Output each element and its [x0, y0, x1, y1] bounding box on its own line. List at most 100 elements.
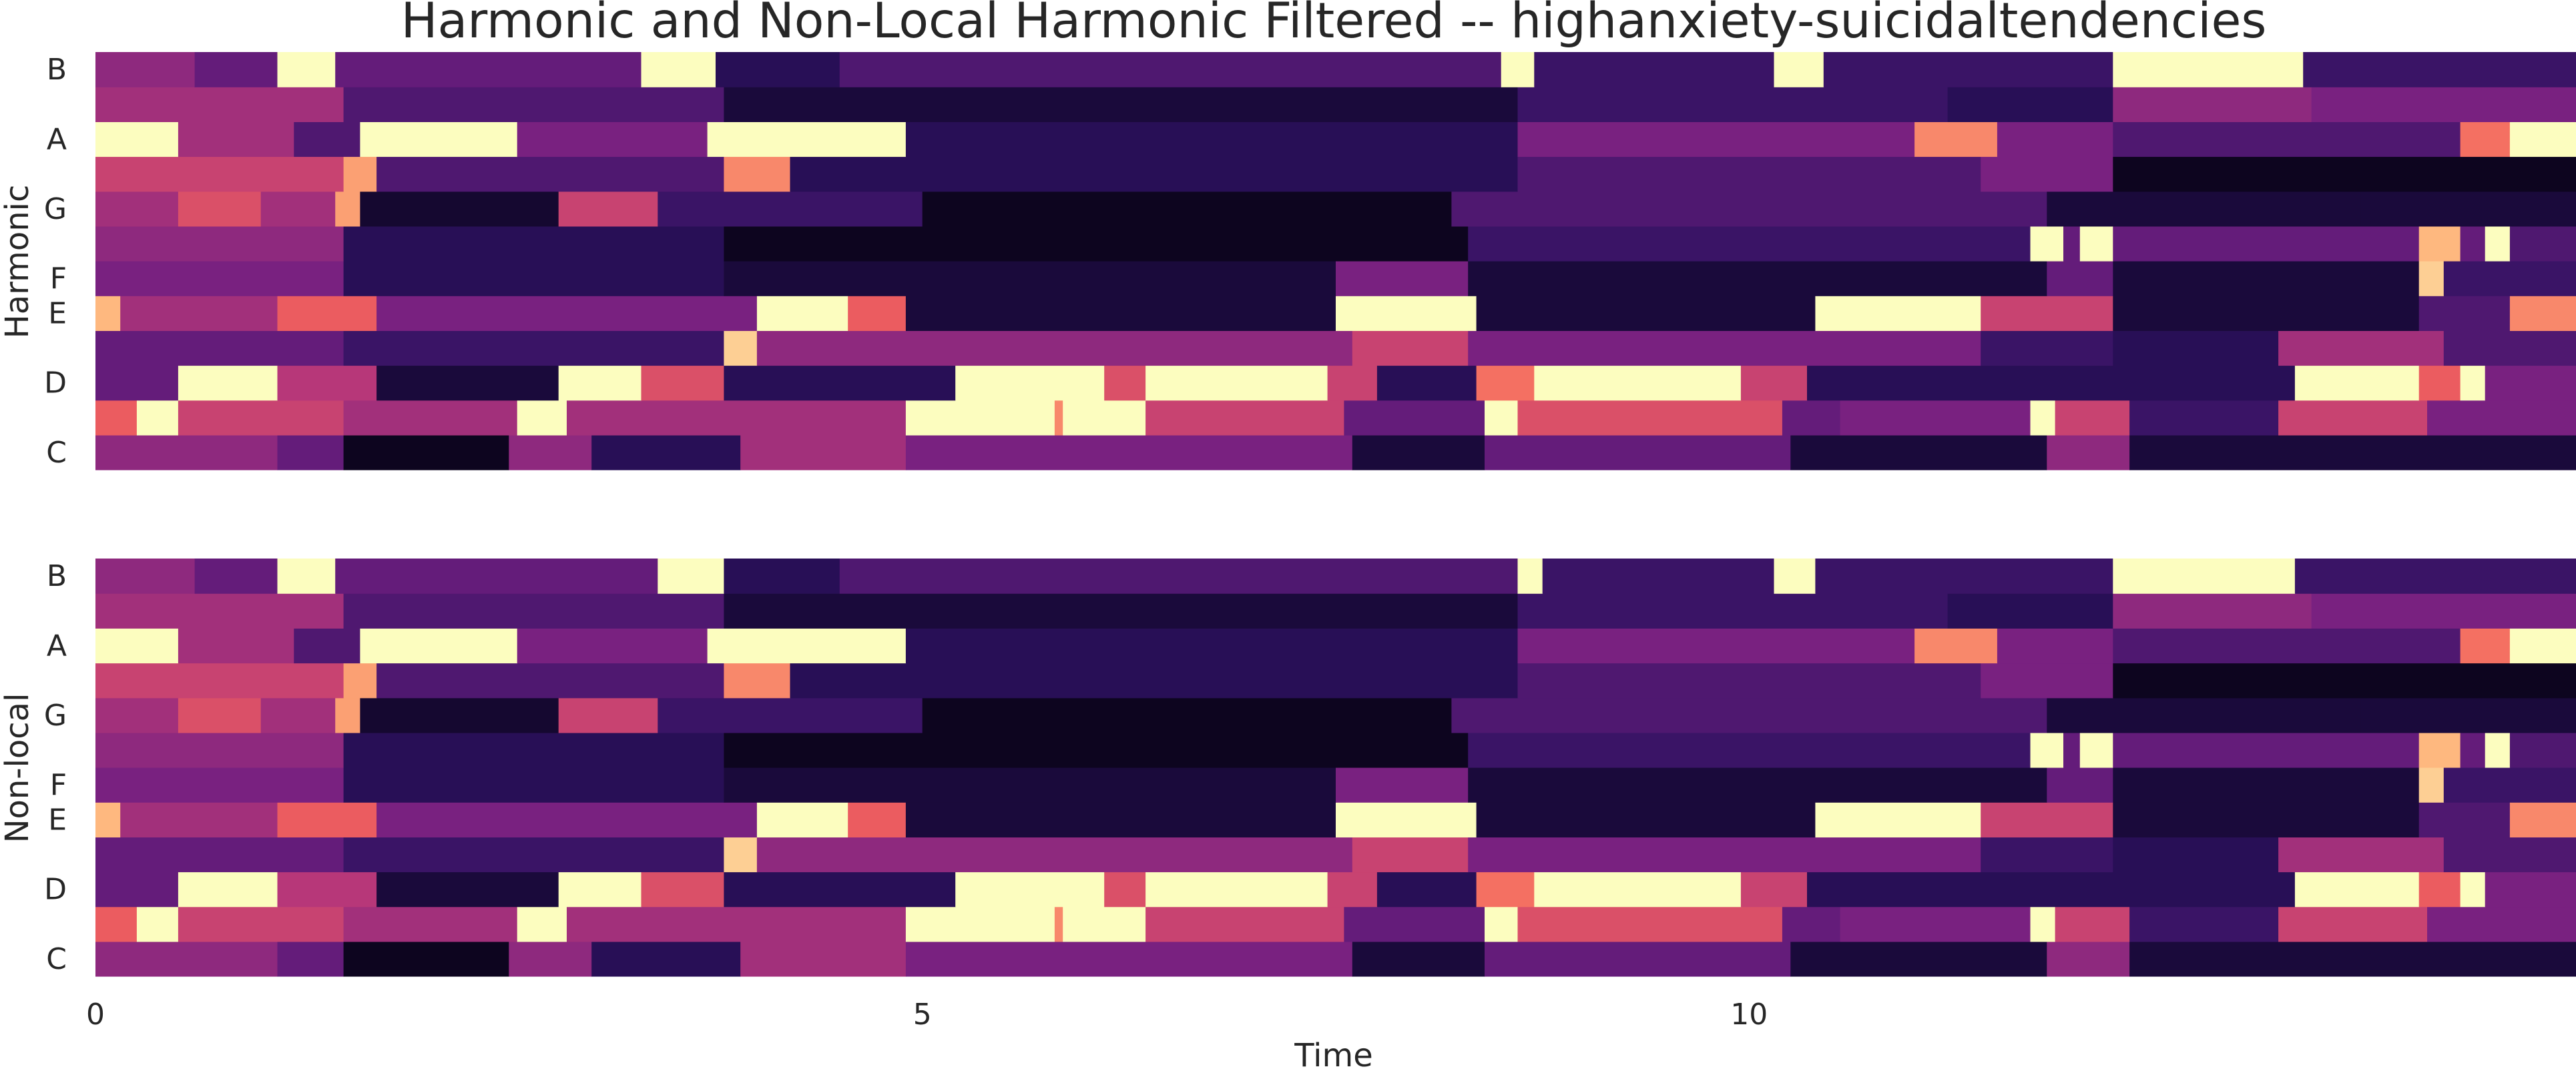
xtick-label: 5 — [913, 998, 932, 1032]
heat-cell-c — [591, 434, 741, 470]
heat-cell-d — [1807, 365, 2296, 401]
heat-cell-c — [905, 434, 1353, 470]
heat-cell-cs — [1517, 906, 1783, 942]
heat-cell-d — [1145, 871, 1328, 908]
heat-cell-gs — [790, 156, 1519, 192]
heat-cell-gs — [1981, 156, 2113, 192]
heat-cell-e — [2418, 296, 2511, 331]
heat-cell-e — [1815, 296, 1981, 331]
heat-cell-as — [1947, 593, 2113, 629]
heat-cell-e — [95, 802, 121, 837]
chart-title: Harmonic and Non-Local Harmonic Filtered… — [401, 0, 2267, 49]
heat-cell-d — [1145, 365, 1328, 401]
heat-cell-g — [658, 191, 923, 227]
heat-cell-c — [740, 941, 907, 977]
heat-cell-b — [335, 52, 642, 87]
heat-cell-cs — [1485, 400, 1519, 436]
heat-cell-cs — [2129, 400, 2279, 436]
heat-cell-c — [343, 434, 509, 470]
heat-cell-cs — [1054, 400, 1063, 436]
heat-cell-e — [277, 296, 377, 331]
heat-cell-e — [120, 296, 278, 331]
heat-cell-as — [1517, 87, 1949, 122]
heat-cell-d — [2294, 365, 2420, 401]
heat-cell-b — [277, 559, 336, 594]
heat-cell-c — [591, 941, 741, 977]
heat-cell-b — [839, 559, 1519, 594]
heat-cell-a — [2113, 628, 2461, 664]
heat-cell-a — [905, 121, 1519, 157]
heat-cell-d — [1327, 871, 1378, 908]
heat-cell-d — [558, 871, 642, 908]
heat-cell-e — [277, 802, 377, 837]
heat-cell-cs — [1145, 400, 1344, 436]
ytick-label: G — [44, 699, 67, 733]
heat-cell-d — [1476, 871, 1535, 908]
heat-cell-cs — [95, 906, 138, 942]
heat-cell-a — [1914, 628, 1998, 664]
heat-cell-e — [905, 802, 1336, 837]
heat-cell-b — [839, 52, 1502, 87]
heat-cell-b — [2303, 52, 2576, 87]
heat-cell-f — [724, 767, 1336, 803]
x-axis-ticks: 0 5 10 — [86, 998, 1768, 1032]
heat-cell-f — [2113, 261, 2420, 296]
heat-cell-gs — [2113, 663, 2576, 699]
ytick-label: A — [47, 629, 67, 663]
heat-cell-f — [2047, 261, 2113, 296]
heat-cell-fs — [2460, 226, 2486, 262]
heat-cell-a — [707, 121, 907, 157]
heat-cell-b — [1815, 559, 2113, 594]
heat-cell-d — [724, 871, 956, 908]
heat-cell-f — [95, 261, 344, 296]
heat-cell-d — [1740, 365, 1808, 401]
ytick-label: C — [46, 942, 67, 976]
ylabel-harmonic: Harmonic — [0, 185, 36, 339]
heat-cell-gs — [95, 156, 344, 192]
heat-cell-ds — [2278, 330, 2444, 366]
heat-cell-d — [955, 365, 1105, 401]
heat-cell-cs — [1840, 400, 2031, 436]
heat-cell-d — [1327, 365, 1378, 401]
heat-cell-f — [2113, 767, 2420, 803]
heat-cell-f — [1336, 261, 1469, 296]
heat-cell-g — [260, 697, 336, 733]
heat-cell-as — [2311, 593, 2576, 629]
heat-cell-g — [260, 191, 336, 227]
heat-cell-a — [517, 628, 708, 664]
heat-cell-fs — [724, 732, 1469, 768]
heat-cell-e — [2418, 802, 2511, 837]
heat-cell-ds — [1352, 837, 1469, 873]
heat-cell-e — [95, 296, 121, 331]
heat-cell-cs — [2278, 400, 2428, 436]
heat-cell-cs — [178, 400, 344, 436]
heat-cell-e — [1336, 802, 1477, 837]
heat-cell-f — [2443, 767, 2576, 803]
heat-cell-fs — [2079, 226, 2113, 262]
ytick-label: F — [50, 768, 67, 802]
heat-cell-d — [1534, 871, 1742, 908]
heat-cell-gs — [376, 663, 724, 699]
heat-cell-c — [95, 941, 278, 977]
heat-cell-b — [277, 52, 336, 87]
heat-cell-c — [509, 434, 592, 470]
heat-cell-d — [724, 365, 956, 401]
heat-cell-cs — [178, 906, 344, 942]
heat-cell-fs — [2509, 732, 2576, 768]
heat-cell-ds — [724, 837, 758, 873]
heat-cell-ds — [2113, 837, 2279, 873]
heat-cell-d — [558, 365, 642, 401]
heat-cell-ds — [1352, 330, 1469, 366]
heat-cell-d — [376, 365, 559, 401]
heat-cell-cs — [136, 906, 179, 942]
ytick-label: F — [50, 262, 67, 296]
heat-cell-c — [1485, 941, 1791, 977]
panel-harmonic: C D EF G A B Harmonic — [0, 52, 2576, 470]
heat-cell-a — [1517, 628, 1915, 664]
heat-cell-c — [1790, 434, 2047, 470]
heat-cell-f — [343, 767, 724, 803]
heat-cell-ds — [95, 330, 344, 366]
heat-cell-c — [277, 434, 344, 470]
heat-cell-g — [2047, 191, 2362, 227]
heat-cell-c — [1790, 941, 2047, 977]
